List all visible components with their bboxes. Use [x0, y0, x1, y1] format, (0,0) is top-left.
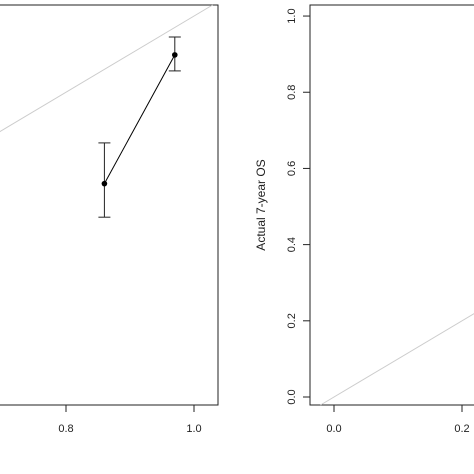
y-tick-label: 1.0	[286, 8, 298, 23]
x-tick-label: 0.8	[58, 423, 73, 435]
x-tick-label: 1.0	[186, 423, 201, 435]
y-tick-label: 0.0	[286, 389, 298, 404]
y-axis-label: Actual 7-year OS	[254, 159, 268, 250]
x-tick-label: 0.2	[454, 423, 469, 435]
y-tick-label: 0.2	[286, 313, 298, 328]
plot-frame	[0, 4, 219, 406]
reference-line	[0, 4, 213, 133]
y-tick-label: 0.4	[286, 237, 298, 252]
point	[101, 180, 108, 187]
plot-frame	[309, 4, 474, 406]
point	[172, 52, 178, 58]
reference-line	[320, 313, 474, 406]
y-tick-label: 0.6	[286, 161, 298, 176]
calibration-line	[103, 54, 176, 184]
x-tick-label: 0.0	[326, 423, 341, 435]
y-tick-label: 0.8	[286, 85, 298, 100]
